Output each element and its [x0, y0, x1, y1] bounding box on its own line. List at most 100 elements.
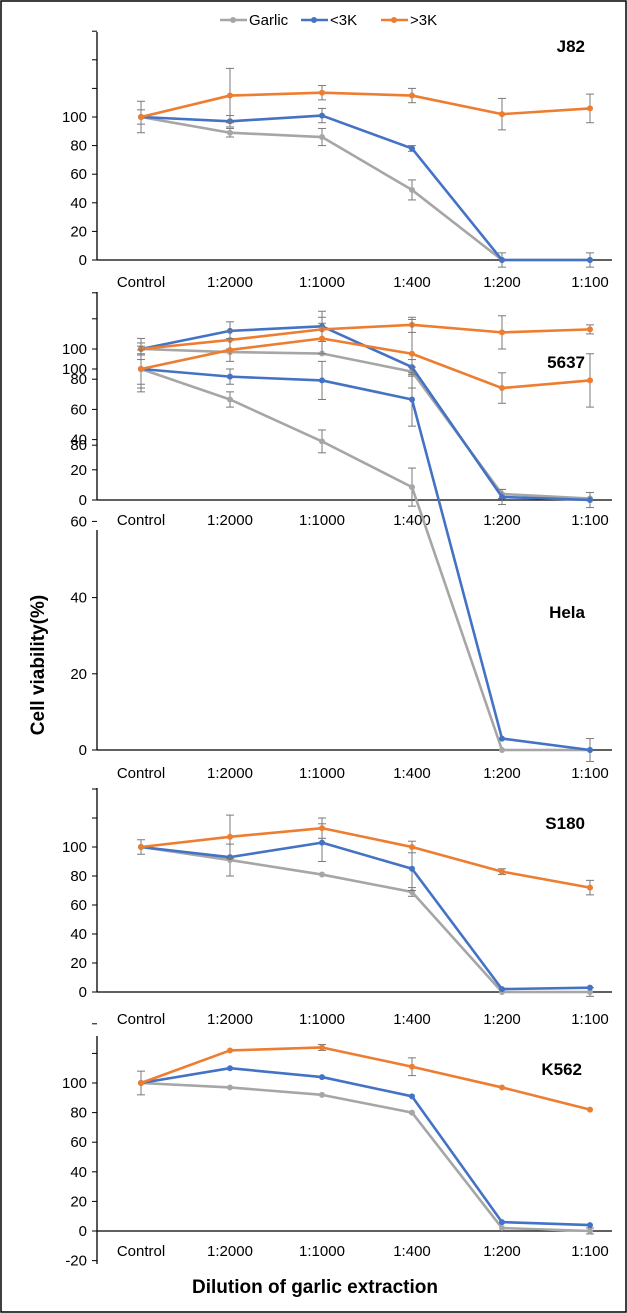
x-tick-label: 1:1000	[299, 1011, 345, 1028]
series-line	[140, 1081, 591, 1233]
legend-marker	[391, 17, 397, 23]
y-axis-title: Cell viability(%)	[28, 595, 49, 735]
x-tick-label: 1:2000	[207, 512, 253, 529]
data-point	[499, 1084, 505, 1091]
data-point	[319, 825, 325, 832]
data-point	[587, 326, 593, 333]
data-point	[499, 868, 505, 875]
x-tick-label: 1:400	[393, 1243, 431, 1260]
series-line	[140, 91, 591, 119]
data-point	[587, 257, 593, 263]
y-tick-label: 0	[79, 984, 87, 1001]
data-point	[227, 1065, 233, 1072]
data-point	[499, 385, 505, 392]
data-point	[319, 1044, 325, 1051]
data-point	[227, 346, 233, 353]
data-point	[499, 257, 505, 263]
legend-item-lt3k: <3K	[301, 12, 357, 29]
x-tick-label: 1:2000	[207, 274, 253, 291]
data-point	[319, 438, 325, 445]
x-tick-label: 1:100	[571, 1243, 609, 1260]
series-gt3k	[137, 67, 594, 134]
x-tick-label: Control	[117, 274, 165, 291]
y-tick-label: 40	[70, 1164, 87, 1181]
panel-label: K562	[541, 1060, 582, 1079]
y-tick-label: 100	[62, 1075, 87, 1092]
series-line	[140, 337, 591, 390]
x-tick-label: 1:200	[483, 765, 521, 782]
data-point	[409, 865, 415, 872]
y-tick-label: 60	[70, 513, 87, 530]
panel-k562: -20 0 20 40 60 80 100 Control 1:2000 1:1000 1:400 1…	[62, 1023, 612, 1270]
y-tick-label: 40	[70, 926, 87, 943]
x-tick-label: 1:200	[483, 1243, 521, 1260]
data-point	[587, 989, 593, 995]
x-axis-title: Dilution of garlic extraction	[192, 1277, 438, 1298]
y-tick-label: 0	[79, 742, 87, 759]
data-point	[409, 145, 415, 152]
x-tick-label: 1:2000	[207, 1011, 253, 1028]
x-tick-label: 1:1000	[299, 274, 345, 291]
data-point	[409, 1109, 415, 1116]
y-tick-label: 60	[70, 897, 87, 914]
data-point	[499, 1219, 505, 1226]
y-tick-label: 80	[70, 138, 87, 155]
series-line	[140, 826, 591, 889]
data-point	[499, 111, 505, 118]
data-point	[319, 1074, 325, 1081]
x-tick-label: 1:400	[393, 274, 431, 291]
data-point	[319, 89, 325, 96]
panel-j82: 0 20 40 60 80 100 Control 1:2000 1:1000 1:400 1:20…	[62, 30, 612, 291]
panel-label: 5637	[547, 353, 585, 372]
data-point	[499, 329, 505, 336]
series-line	[140, 347, 591, 500]
data-point	[587, 1222, 593, 1229]
y-tick-label: 20	[70, 462, 87, 479]
series-gt3k	[137, 318, 594, 408]
x-tick-label: 1:1000	[299, 512, 345, 529]
legend-marker	[311, 17, 317, 23]
y-tick-label: -20	[65, 1253, 87, 1270]
y-tick-label: 0	[79, 492, 87, 509]
data-point	[138, 844, 144, 850]
series-line	[140, 323, 591, 351]
y-tick-label: 40	[70, 195, 87, 212]
y-tick-label: 80	[70, 371, 87, 388]
data-point	[319, 871, 325, 878]
x-tick-label: 1:1000	[299, 765, 345, 782]
y-tick-label: 0	[79, 1223, 87, 1240]
legend: Garlic <3K >3K	[220, 12, 437, 29]
data-point	[409, 844, 415, 850]
panel-s180: 0 20 40 60 80 100 Control 1:2000 1:1000 1:400 1:20…	[62, 788, 612, 1028]
legend-marker	[230, 17, 236, 23]
panel-label: Hela	[549, 603, 585, 622]
series-garlic	[138, 1080, 594, 1235]
y-tick-label: 20	[70, 1193, 87, 1210]
x-tick-label: Control	[117, 765, 165, 782]
y-tick-label: 100	[62, 361, 87, 378]
y-tick-label: 20	[70, 666, 87, 683]
legend-item-gt3k: >3K	[381, 12, 437, 29]
y-tick-label: 60	[70, 166, 87, 183]
data-point	[587, 377, 593, 384]
data-point	[409, 396, 415, 403]
data-point	[409, 350, 415, 357]
legend-label-gt3k: >3K	[410, 12, 437, 29]
data-point	[587, 1106, 593, 1113]
data-point	[319, 134, 325, 141]
data-point	[409, 186, 415, 193]
y-tick-label: 100	[62, 109, 87, 126]
data-point	[587, 984, 593, 991]
series-line	[140, 367, 591, 752]
data-point	[227, 92, 233, 99]
x-tick-label: 1:200	[483, 274, 521, 291]
y-tick-label: 40	[70, 432, 87, 449]
data-point	[319, 377, 325, 384]
data-point	[227, 1084, 233, 1091]
series-gt3k	[137, 814, 594, 896]
data-point	[499, 1225, 505, 1232]
data-point	[138, 114, 144, 120]
data-point	[138, 366, 144, 372]
